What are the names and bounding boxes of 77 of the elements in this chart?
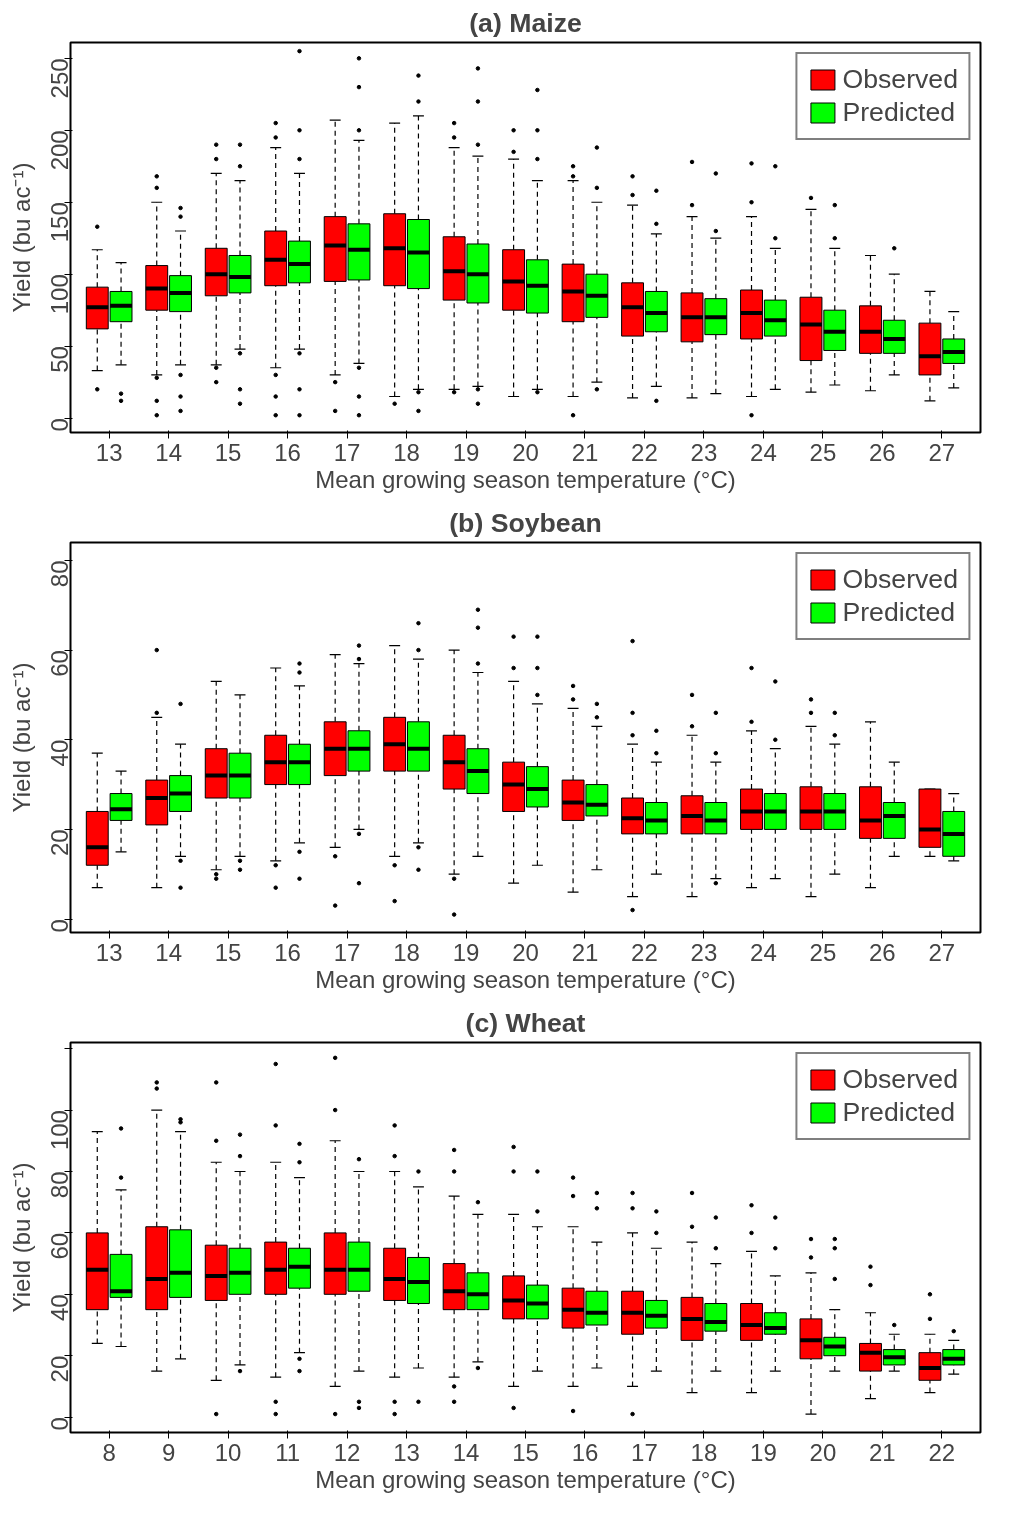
- x-tick-label: 22: [928, 1438, 956, 1466]
- x-tick-label: 27: [928, 438, 956, 466]
- x-tick-label: 21: [869, 1438, 896, 1466]
- legend-label: Observed: [842, 564, 958, 595]
- x-tick-label: 8: [102, 1438, 116, 1466]
- x-tick-label: 26: [869, 938, 896, 966]
- x-tick-label: 15: [512, 1438, 539, 1466]
- x-tick-label: 20: [512, 938, 539, 966]
- x-tick-label: 17: [333, 438, 361, 466]
- x-tick-label: 19: [750, 1438, 777, 1466]
- y-axis-title: Yield (bu ac⁻¹): [7, 162, 35, 313]
- x-tick-label: 10: [214, 1438, 242, 1466]
- x-tick-label: 14: [155, 438, 182, 466]
- y-tick-label: 0: [46, 418, 73, 432]
- y-tick-label: 250: [46, 58, 73, 99]
- x-tick-label: 15: [214, 438, 242, 466]
- y-tick-label: 80: [46, 1171, 73, 1199]
- y-tick-label: 40: [46, 1294, 73, 1322]
- x-tick-label: 12: [333, 1438, 361, 1466]
- chart-title: (b) Soybean: [449, 507, 602, 538]
- legend-label: Predicted: [842, 1097, 956, 1128]
- legend-label: Observed: [842, 64, 958, 95]
- x-tick-label: 22: [631, 938, 658, 966]
- y-tick-label: 20: [46, 1355, 73, 1383]
- x-tick-label: 26: [869, 438, 896, 466]
- x-axis-title: Mean growing season temperature (°C): [315, 1465, 736, 1493]
- y-tick-label: 60: [46, 1232, 73, 1260]
- y-tick-label: 100: [46, 1110, 73, 1151]
- x-tick-label: 25: [809, 438, 837, 466]
- x-tick-label: 21: [571, 438, 599, 466]
- x-tick-label: 19: [452, 438, 480, 466]
- x-tick-label: 18: [690, 1438, 718, 1466]
- x-tick-label: 14: [155, 938, 182, 966]
- x-tick-label: 23: [690, 938, 718, 966]
- x-tick-label: 13: [95, 438, 123, 466]
- legend-label: Predicted: [842, 597, 956, 628]
- y-tick-label: 150: [46, 202, 73, 243]
- y-tick-label: 100: [46, 274, 73, 315]
- x-tick-label: 13: [393, 1438, 420, 1466]
- x-tick-label: 11: [275, 1438, 301, 1466]
- x-tick-label: 20: [512, 438, 539, 466]
- x-tick-label: 25: [809, 938, 837, 966]
- x-tick-label: 16: [274, 938, 301, 966]
- x-tick-label: 22: [631, 438, 658, 466]
- y-tick-label: 80: [46, 560, 73, 588]
- y-tick-label: 0: [46, 1417, 73, 1431]
- x-tick-label: 16: [571, 1438, 599, 1466]
- y-tick-label: 50: [46, 346, 73, 373]
- x-tick-label: 16: [274, 438, 301, 466]
- x-tick-label: 14: [452, 1438, 480, 1466]
- x-axis-title: Mean growing season temperature (°C): [315, 465, 736, 493]
- x-tick-label: 15: [214, 938, 242, 966]
- y-tick-label: 0: [46, 919, 73, 933]
- chart-title: (a) Maize: [469, 7, 582, 38]
- x-tick-label: 18: [393, 938, 420, 966]
- legend-label: Observed: [842, 1064, 958, 1095]
- y-axis-title: Yield (bu ac⁻¹): [7, 1162, 35, 1313]
- y-tick-label: 20: [46, 829, 73, 857]
- x-tick-label: 27: [928, 938, 956, 966]
- x-tick-label: 17: [333, 938, 361, 966]
- x-tick-label: 19: [452, 938, 480, 966]
- x-tick-label: 20: [809, 1438, 837, 1466]
- x-tick-label: 17: [631, 1438, 658, 1466]
- x-tick-label: 24: [750, 938, 777, 966]
- y-tick-label: 200: [46, 130, 73, 171]
- x-axis-title: Mean growing season temperature (°C): [315, 965, 736, 993]
- chart-title: (c) Wheat: [465, 1007, 586, 1038]
- x-tick-label: 21: [571, 938, 599, 966]
- x-tick-label: 9: [161, 1438, 176, 1466]
- x-tick-label: 13: [95, 938, 123, 966]
- x-tick-label: 24: [750, 438, 777, 466]
- legend-label: Predicted: [842, 97, 956, 128]
- x-tick-label: 23: [690, 438, 718, 466]
- y-axis-title: Yield (bu ac⁻¹): [7, 662, 35, 813]
- y-tick-label: 40: [46, 739, 73, 767]
- x-tick-label: 18: [393, 438, 420, 466]
- y-tick-label: 60: [46, 650, 73, 677]
